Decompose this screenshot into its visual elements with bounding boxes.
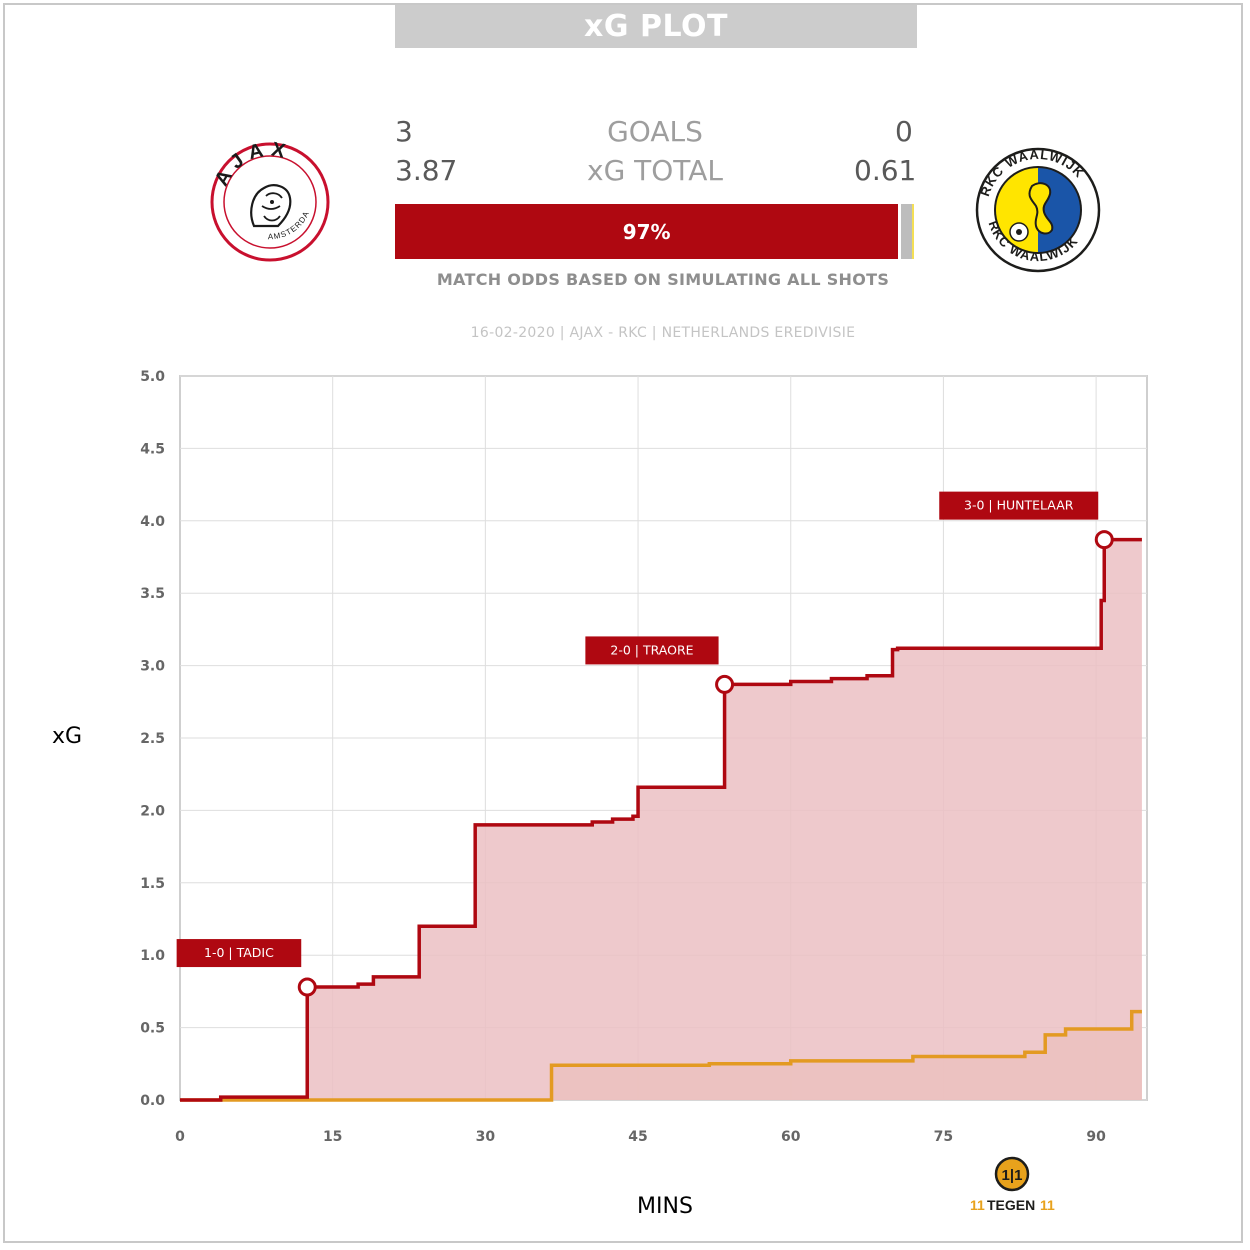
goal-label-box xyxy=(939,491,1099,520)
odds-note: MATCH ODDS BASED ON SIMULATING ALL SHOTS xyxy=(436,270,890,289)
brand-text-mid: TEGEN xyxy=(987,1197,1035,1213)
goal-label-box xyxy=(176,939,302,968)
y-tick-label: 0.5 xyxy=(140,1021,165,1037)
y-tick-label: 1.0 xyxy=(140,948,165,964)
goal-marker xyxy=(1094,530,1114,550)
draw-odds xyxy=(901,204,912,259)
goal-label: 1-0 | TADIC xyxy=(204,945,274,960)
page-title: xG PLOT xyxy=(395,5,917,48)
y-tick-label: 4.0 xyxy=(140,514,165,530)
match-odds-bar: 97% xyxy=(395,204,917,259)
away-win-odds xyxy=(911,204,914,259)
x-tick-label: 60 xyxy=(781,1129,801,1145)
brand-text-left: 11 xyxy=(970,1197,985,1213)
x-tick-label: 30 xyxy=(476,1129,496,1145)
chart-frame xyxy=(3,3,1243,1243)
away-goals: 0 xyxy=(895,115,913,148)
y-axis-label: xG xyxy=(52,724,83,749)
brand-logo-icon: 1|1 11 TEGEN 11 xyxy=(970,1156,1055,1213)
goal-marker xyxy=(715,674,735,694)
x-tick-label: 15 xyxy=(323,1129,342,1145)
away-team-badge: RKC WAALWIJK RKC WAALWIJK xyxy=(975,147,1101,273)
goal-label: 2-0 | TRAORE xyxy=(610,642,693,657)
x-tick-label: 45 xyxy=(628,1129,647,1145)
y-tick-label: 5.0 xyxy=(140,369,165,385)
goal-marker xyxy=(297,977,317,997)
home-goals: 3 xyxy=(395,115,413,148)
home-team-crest-icon: AJAX AMSTERDAM xyxy=(208,140,330,262)
goal-label-box xyxy=(585,636,719,665)
brand-text-right: 11 xyxy=(1040,1197,1055,1213)
match-info: 16-02-2020 | AJAX - RKC | NETHERLANDS ER… xyxy=(470,325,856,341)
y-tick-label: 2.0 xyxy=(140,803,165,819)
goals-label: GOALS xyxy=(607,115,703,148)
home-xg-line xyxy=(180,537,1142,1102)
y-tick-label: 0.0 xyxy=(140,1093,165,1109)
x-tick-label: 75 xyxy=(934,1129,953,1145)
svg-text:1|1: 1|1 xyxy=(1002,1167,1023,1184)
goal-label: 3-0 | HUNTELAAR xyxy=(964,498,1074,513)
y-tick-label: 3.5 xyxy=(140,586,165,602)
y-tick-label: 1.5 xyxy=(140,876,165,892)
x-tick-label: 90 xyxy=(1086,1129,1106,1145)
y-tick-label: 3.0 xyxy=(140,659,165,675)
away-xg-line xyxy=(180,1009,1142,1102)
xg-total-label: xG TOTAL xyxy=(587,154,723,187)
home-xg-total: 3.87 xyxy=(395,154,458,187)
x-axis-label: MINS xyxy=(637,1194,693,1219)
y-tick-label: 4.5 xyxy=(140,441,165,457)
away-xg-total: 0.61 xyxy=(854,154,917,187)
home-win-odds: 97% xyxy=(395,204,899,259)
x-tick-label: 0 xyxy=(175,1129,185,1145)
y-tick-label: 2.5 xyxy=(140,731,165,747)
